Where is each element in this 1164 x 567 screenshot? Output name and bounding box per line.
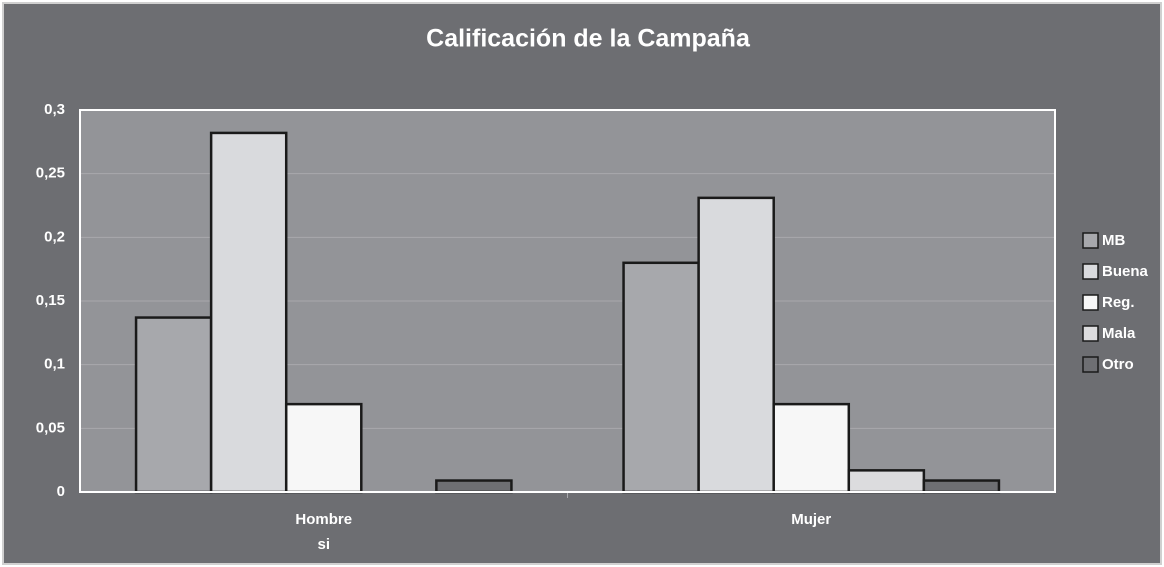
y-tick-label: 0 xyxy=(57,483,65,500)
bar xyxy=(209,131,288,494)
legend-label: Reg. xyxy=(1102,294,1135,311)
bar xyxy=(435,479,513,494)
x-sublabel: si xyxy=(317,536,330,553)
bar xyxy=(922,479,1001,494)
bar xyxy=(622,261,700,494)
legend-label: Buena xyxy=(1102,263,1149,280)
legend-swatch xyxy=(1082,294,1099,311)
legend-label: Mala xyxy=(1102,325,1136,342)
bar xyxy=(772,402,851,494)
bar xyxy=(134,316,213,494)
y-tick-label: 0,1 xyxy=(44,356,65,373)
legend-swatch xyxy=(1082,263,1099,280)
chart-title: Calificación de la Campaña xyxy=(426,25,751,53)
legend-swatch xyxy=(1082,356,1099,373)
y-tick-label: 0,25 xyxy=(36,165,65,182)
y-tick-label: 0,2 xyxy=(44,228,65,245)
x-tick-label: Hombre xyxy=(295,511,352,528)
y-tick-label: 0,15 xyxy=(36,292,65,309)
legend-label: MB xyxy=(1102,232,1125,249)
legend-swatch xyxy=(1082,232,1099,249)
bar xyxy=(697,196,775,494)
legend-swatch xyxy=(1082,325,1099,342)
x-tick-label: Mujer xyxy=(791,511,831,528)
bar xyxy=(847,469,926,494)
y-tick-label: 0,05 xyxy=(36,419,65,436)
legend-label: Otro xyxy=(1102,356,1134,373)
bar xyxy=(284,402,363,494)
y-tick-label: 0,3 xyxy=(44,101,65,118)
